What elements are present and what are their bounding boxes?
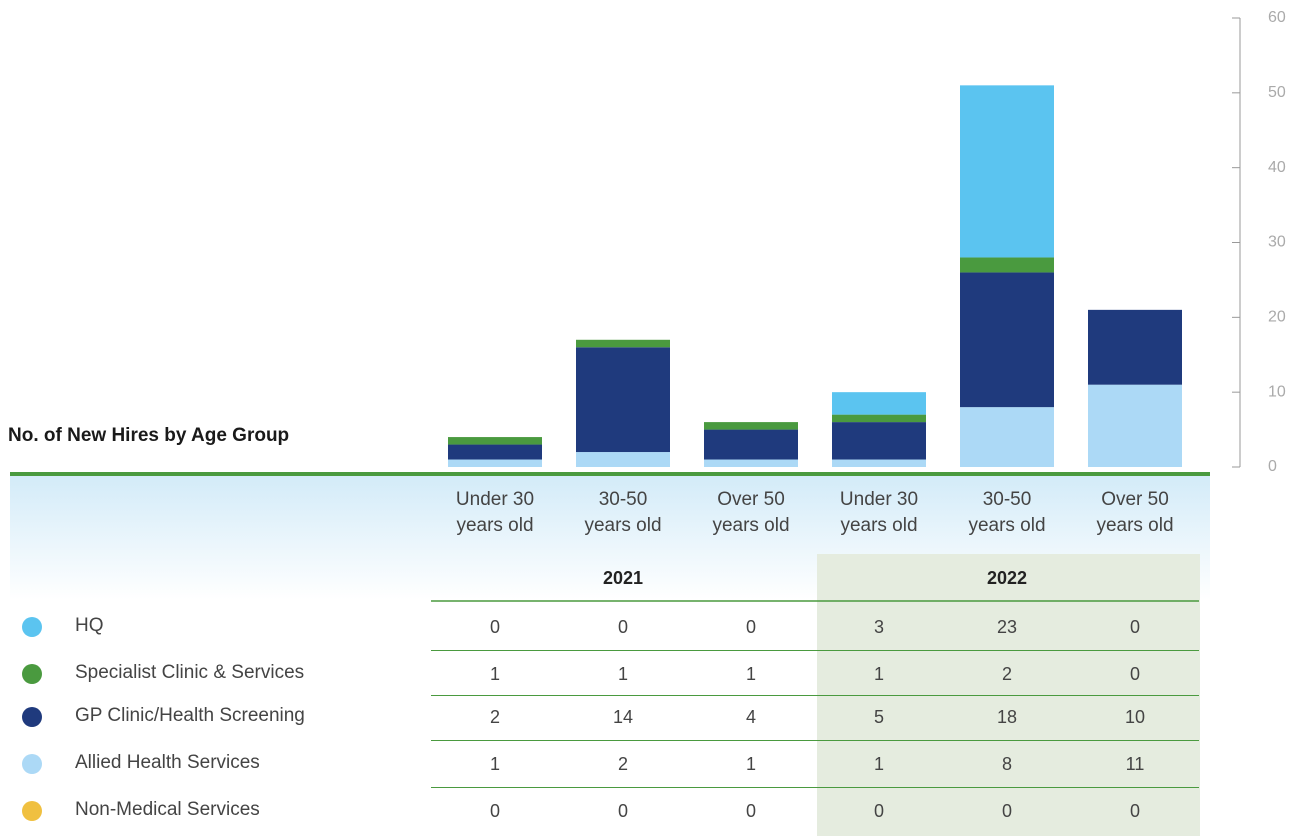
table-cell: 2 bbox=[489, 707, 500, 727]
bar-segment bbox=[960, 272, 1054, 408]
bar-segment bbox=[448, 459, 542, 467]
table-cell: 2 bbox=[1001, 664, 1012, 684]
category-label: Under 30 years old bbox=[839, 489, 919, 536]
bar-segment bbox=[960, 257, 1054, 273]
legend-label: Specialist Clinic & Services bbox=[75, 662, 305, 683]
bar-segment bbox=[960, 85, 1054, 258]
y-tick-label: 60 bbox=[1268, 9, 1286, 26]
legend-marker bbox=[22, 754, 42, 774]
table-cell: 23 bbox=[996, 617, 1018, 637]
table-cell: 10 bbox=[1124, 707, 1146, 727]
y-tick-label: 20 bbox=[1268, 309, 1286, 326]
y-tick-label: 30 bbox=[1268, 234, 1286, 251]
bar-segment bbox=[448, 437, 542, 445]
table-cell: 0 bbox=[1129, 617, 1140, 637]
bar-segment bbox=[1088, 384, 1182, 467]
legend-label: Non-Medical Services bbox=[75, 799, 260, 820]
bar-segment bbox=[576, 452, 670, 467]
y-tick-label: 0 bbox=[1268, 458, 1277, 475]
category-label: Over 50 years old bbox=[712, 489, 790, 536]
group-label: 2022 bbox=[986, 568, 1028, 588]
chart-title: No. of New Hires by Age Group bbox=[8, 425, 290, 446]
legend-label: Allied Health Services bbox=[75, 752, 260, 773]
table-cell: 0 bbox=[873, 801, 884, 821]
legend-marker bbox=[22, 707, 42, 727]
bar-segment bbox=[704, 422, 798, 430]
y-tick-label: 40 bbox=[1268, 159, 1286, 176]
table-cell: 0 bbox=[617, 801, 628, 821]
bar-segment bbox=[832, 414, 926, 423]
table-cell: 1 bbox=[489, 664, 500, 684]
legend-marker bbox=[22, 617, 42, 637]
bar-segment bbox=[704, 459, 798, 467]
legend-marker bbox=[22, 664, 42, 684]
table-cell: 2 bbox=[617, 754, 628, 774]
table-cell: 0 bbox=[745, 801, 756, 821]
bar-segment bbox=[576, 347, 670, 453]
table-cell: 1 bbox=[745, 664, 756, 684]
table-cell: 18 bbox=[996, 707, 1018, 727]
table-cell: 0 bbox=[1001, 801, 1012, 821]
group-label: 2021 bbox=[602, 568, 644, 588]
table-cell: 4 bbox=[745, 707, 756, 727]
bar-segment bbox=[832, 392, 926, 415]
category-label: 30-50 years old bbox=[968, 489, 1046, 536]
table-cell: 1 bbox=[873, 754, 884, 774]
table-cell: 0 bbox=[1129, 801, 1140, 821]
legend-marker bbox=[22, 801, 42, 821]
table-cell: 1 bbox=[745, 754, 756, 774]
table-cell: 14 bbox=[612, 707, 634, 727]
y-tick-label: 50 bbox=[1268, 84, 1286, 101]
category-label: Under 30 years old bbox=[455, 489, 535, 536]
bar-segment bbox=[1088, 309, 1182, 385]
table-cell: 1 bbox=[617, 664, 628, 684]
table-cell: 11 bbox=[1125, 754, 1145, 774]
table-cell: 5 bbox=[873, 707, 884, 727]
table-cell: 3 bbox=[873, 617, 884, 637]
legend-label: GP Clinic/Health Screening bbox=[75, 705, 305, 726]
table-cell: 8 bbox=[1001, 754, 1012, 774]
category-label: Over 50 years old bbox=[1096, 489, 1174, 536]
bar-segment bbox=[576, 339, 670, 348]
y-tick-label: 10 bbox=[1268, 383, 1286, 400]
bar-segment bbox=[704, 429, 798, 460]
bar-segment bbox=[960, 407, 1054, 467]
table-cell: 0 bbox=[745, 617, 756, 637]
bar-segment bbox=[832, 422, 926, 460]
bar-segment bbox=[448, 444, 542, 460]
table-cell: 1 bbox=[489, 754, 500, 774]
table-cell: 0 bbox=[489, 801, 500, 821]
table-cell: 0 bbox=[489, 617, 500, 637]
table-cell: 0 bbox=[617, 617, 628, 637]
category-label: 30-50 years old bbox=[584, 489, 662, 536]
table-cell: 1 bbox=[873, 664, 884, 684]
table-cell: 0 bbox=[1129, 664, 1140, 684]
bar-segment bbox=[832, 459, 926, 467]
legend-label: HQ bbox=[75, 615, 104, 636]
